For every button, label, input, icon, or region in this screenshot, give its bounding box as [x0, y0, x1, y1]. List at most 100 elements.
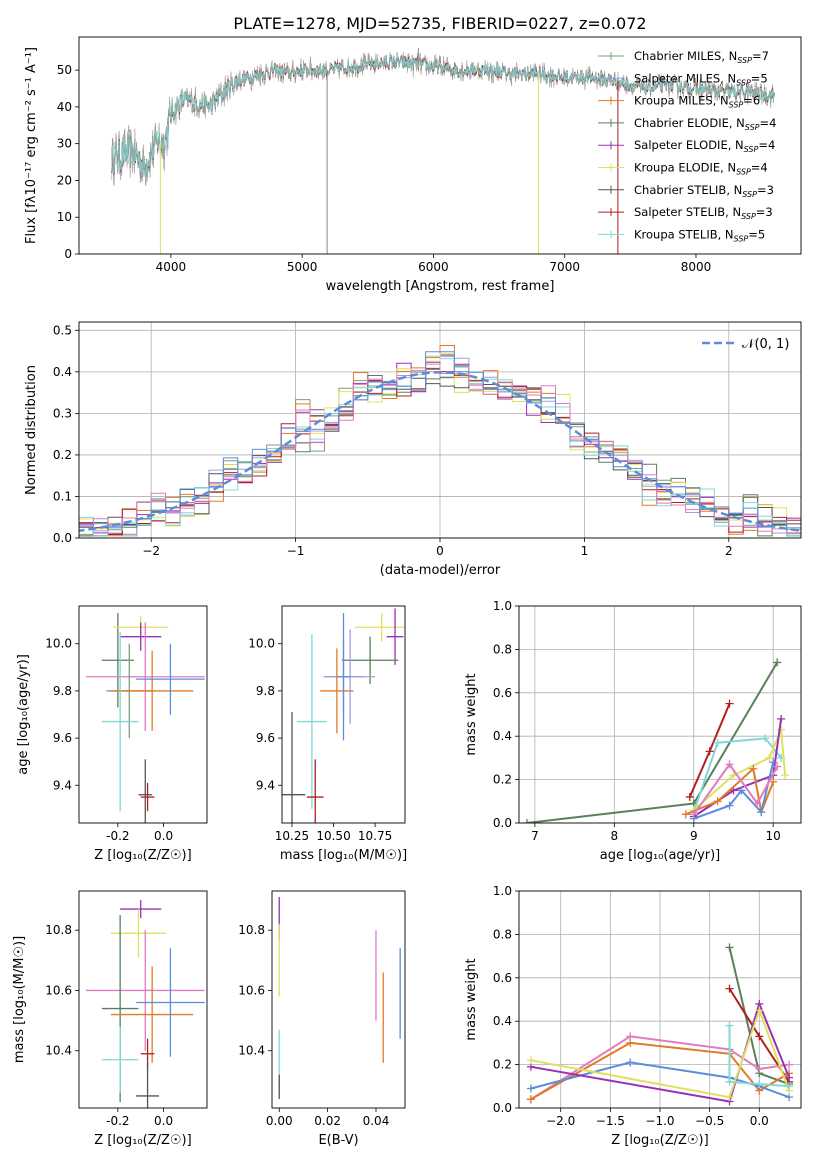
weight-marker — [785, 1073, 794, 1082]
weight-marker — [773, 762, 782, 771]
y-tick-label: 10.8 — [45, 923, 72, 937]
x-axis-label: Z [log₁₀(Z/Z☉)] — [611, 1133, 708, 1148]
y-tick-label: 0.8 — [493, 642, 512, 656]
y-tick-label: 1.0 — [493, 599, 512, 613]
x-tick-label: 8 — [611, 829, 619, 843]
weight-marker — [777, 714, 786, 723]
weight-marker — [753, 799, 762, 808]
panel-age_vs_Z: -0.2 0.0 9.4 9.6 9.8 10.0 Z [log₁₀(Z/Z☉)] age [… — [16, 605, 208, 863]
legend-label: Salpeter ELODIE, NSSP=4 — [634, 138, 775, 154]
normal-curve — [79, 371, 801, 532]
x-tick-label: 0.0 — [154, 829, 173, 843]
weight-line-0 — [526, 661, 779, 823]
y-tick-label: 0.5 — [53, 323, 72, 337]
legend-label: Chabrier STELIB, NSSP=3 — [634, 183, 774, 199]
x-axis-label: (data-model)/error — [380, 563, 501, 578]
x-tick-label: 0.00 — [266, 1114, 293, 1128]
weight-marker — [725, 1093, 734, 1102]
axes-frame — [281, 605, 406, 824]
weight-marker — [725, 943, 734, 952]
weight-marker — [761, 734, 770, 743]
weight-marker — [526, 1084, 535, 1093]
x-axis-label: Z [log₁₀(Z/Z☉)] — [94, 1133, 191, 1148]
legend-label: Chabrier MILES, NSSP=7 — [634, 49, 769, 65]
x-tick-label: −2.0 — [546, 1114, 575, 1128]
y-axis-label: Normed distribution — [24, 365, 39, 495]
weight-marker — [526, 1056, 535, 1065]
x-tick-label: 4000 — [156, 260, 187, 274]
axes-frame — [78, 36, 802, 255]
weight-marker — [725, 760, 734, 769]
weight-marker — [713, 738, 722, 747]
y-tick-label: 0.3 — [53, 406, 72, 420]
y-tick-label: 0.2 — [493, 1058, 512, 1072]
y-tick-label: 0.0 — [53, 531, 72, 545]
x-axis-label: mass [log₁₀(M/M☉)] — [280, 848, 407, 863]
legend: Chabrier MILES, NSSP=7 Salpeter MILES, NS… — [598, 49, 776, 243]
weight-marker — [705, 747, 714, 756]
x-tick-label: 7000 — [549, 260, 580, 274]
weight-marker — [725, 1077, 734, 1086]
x-tick-label: 0 — [436, 544, 444, 558]
legend-label: 𝒩(0, 1) — [742, 337, 789, 352]
weight-marker — [725, 1021, 734, 1030]
x-tick-label: 0.0 — [154, 1114, 173, 1128]
x-tick-label: 10.75 — [358, 829, 392, 843]
x-axis-label: Z [log₁₀(Z/Z☉)] — [94, 848, 191, 863]
weight-marker — [785, 1060, 794, 1069]
axes-frame — [518, 605, 802, 824]
y-tick-label: 0.0 — [493, 1101, 512, 1115]
x-tick-label: 5000 — [287, 260, 318, 274]
panel-mass_vs_Z: -0.2 0.0 10.4 10.6 10.8 Z [log₁₀(Z/Z☉)] mass [… — [12, 890, 208, 1148]
legend-label: Salpeter STELIB, NSSP=3 — [634, 205, 773, 221]
panel-weight_vs_age: 7 8 9 10 0.0 0.2 0.4 0.6 0.8 1.0 age [log₁₀(age/yr… — [464, 599, 802, 863]
weight-marker — [755, 1032, 764, 1041]
weight-marker — [757, 808, 766, 817]
y-tick-label: 20 — [57, 173, 72, 187]
legend-label: Chabrier ELODIE, NSSP=4 — [634, 116, 776, 132]
y-tick-label: 9.4 — [53, 778, 72, 792]
weight-marker — [765, 753, 774, 762]
y-tick-label: 0.4 — [493, 729, 512, 743]
weight-marker — [773, 658, 782, 667]
spectrum-line-8 — [111, 55, 775, 178]
x-tick-label: 0.02 — [314, 1114, 341, 1128]
x-axis-label: wavelength [Angstrom, rest frame] — [326, 279, 555, 294]
weight-line-7 — [728, 1025, 790, 1088]
axes-frame — [78, 321, 802, 539]
legend-label: Kroupa MILES, NSSP=6 — [634, 94, 760, 110]
weight-marker — [725, 984, 734, 993]
weight-marker — [785, 1082, 794, 1091]
x-tick-label: 10.50 — [316, 829, 350, 843]
weight-marker — [526, 1095, 535, 1104]
y-tick-label: 0.4 — [493, 1014, 512, 1028]
weight-marker — [769, 777, 778, 786]
histogram-8 — [79, 355, 801, 537]
panel-mass_vs_ebv: 0.00 0.02 0.04 10.4 10.6 10.8 E(B-V) — [238, 890, 406, 1148]
y-tick-label: 0.6 — [493, 971, 512, 985]
y-tick-label: 0.1 — [53, 489, 72, 503]
x-tick-label: 1 — [581, 544, 589, 558]
axes-frame — [78, 890, 208, 1109]
x-tick-label: 0.04 — [363, 1114, 390, 1128]
weight-marker — [755, 1080, 764, 1089]
y-tick-label: 9.4 — [256, 778, 275, 792]
x-axis-label: E(B-V) — [318, 1133, 358, 1148]
weight-marker — [725, 801, 734, 810]
x-tick-label: 0.0 — [750, 1114, 769, 1128]
y-tick-label: 10.0 — [45, 637, 72, 651]
y-tick-label: 10.8 — [238, 923, 265, 937]
y-tick-label: 10.4 — [45, 1044, 72, 1058]
x-tick-label: −1 — [287, 544, 305, 558]
axes-frame — [78, 605, 208, 824]
y-tick-label: 0.2 — [493, 773, 512, 787]
weight-marker — [713, 797, 722, 806]
panel-age_vs_mass: 10.25 10.50 10.75 9.4 9.6 9.8 10.0 mass [log₁₀(… — [248, 605, 407, 863]
weight-marker — [626, 1038, 635, 1047]
x-axis-label: age [log₁₀(age/yr)] — [600, 848, 721, 863]
y-axis-label: Flux [fλ10⁻¹⁷ erg cm⁻² s⁻¹ A⁻¹] — [24, 47, 39, 244]
x-tick-label: 9 — [690, 829, 698, 843]
histogram-10 — [79, 351, 801, 537]
y-tick-label: 10.4 — [238, 1044, 265, 1058]
